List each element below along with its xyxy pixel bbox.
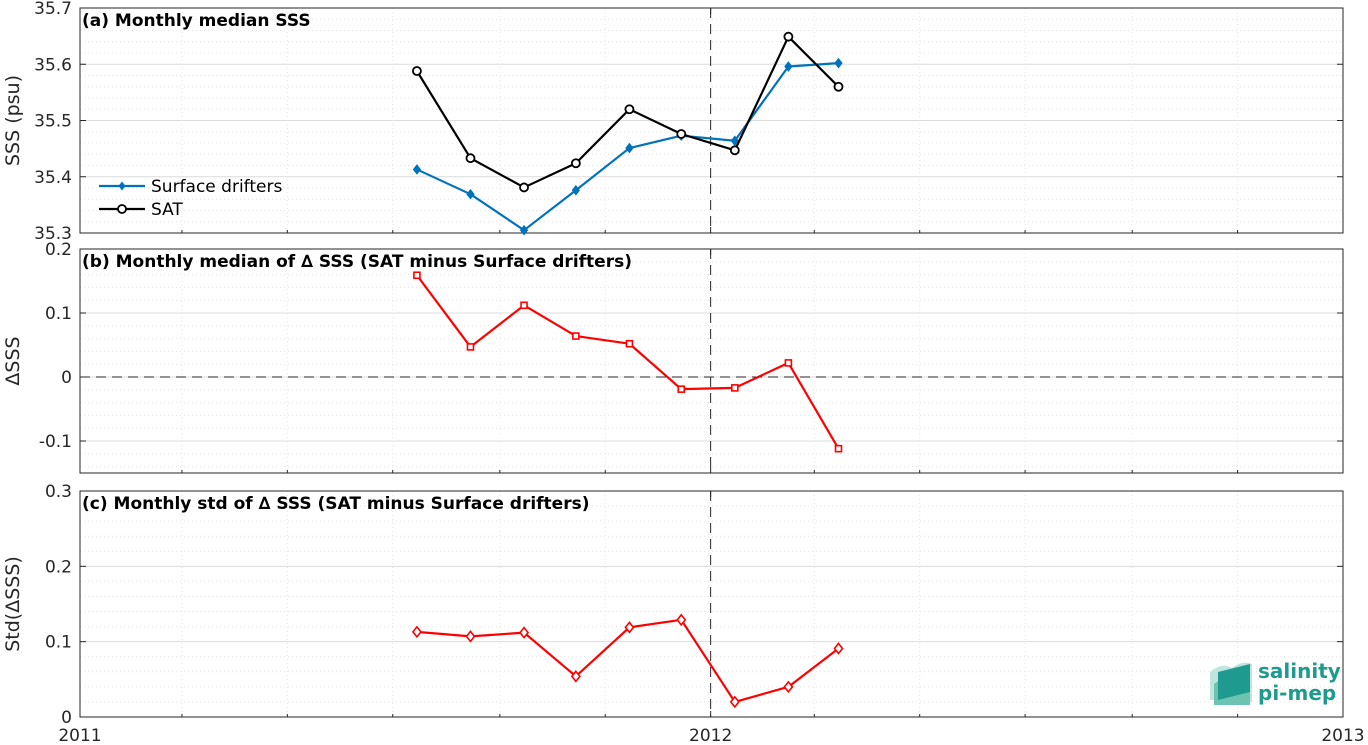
y-tick-label: 0.3: [45, 482, 72, 502]
data-point: [729, 145, 740, 156]
logo-line2: pi-mep: [1258, 681, 1336, 705]
grid: [80, 8, 1343, 233]
panel-title: (b) Monthly median of ∆ SSS (SAT minus S…: [82, 252, 632, 272]
y-axis-title: SSS (psu): [2, 75, 24, 166]
legend-marker: [118, 181, 126, 191]
y-tick-label: 35.5: [34, 112, 72, 132]
y-axis-title: Std(ΔSSS): [2, 556, 24, 652]
panel-c: 0 0.1 0.2 0.3 Std(ΔSSS) (c) Monthly std of ∆ …: [2, 482, 1344, 728]
legend: Surface drifters SAT: [99, 177, 282, 220]
legend-marker: [117, 204, 127, 214]
y-tick-label: 0.2: [45, 240, 72, 260]
data-point: [413, 271, 421, 280]
data-point: [731, 384, 739, 392]
data-point: [729, 695, 740, 709]
data-point: [833, 642, 844, 655]
data-point: [677, 385, 686, 393]
data-point: [624, 621, 635, 634]
y-tick-label: 0.2: [45, 557, 72, 577]
data-point: [466, 188, 475, 200]
data-point: [783, 31, 794, 42]
grid: [80, 491, 1343, 717]
data-point: [465, 153, 476, 164]
x-tick-label: 2013: [1321, 726, 1364, 745]
data-point: [519, 626, 530, 639]
y-tick-label: 35.3: [34, 224, 72, 244]
legend-label: Surface drifters: [151, 177, 282, 197]
logo-line1: salinity: [1258, 659, 1341, 683]
series-line: [416, 274, 840, 450]
data-point: [466, 343, 475, 351]
data-point: [625, 339, 634, 348]
data-point: [465, 630, 476, 643]
data-point: [519, 224, 529, 236]
data-point: [676, 129, 687, 139]
data-point: [784, 359, 793, 367]
y-axis-title: ΔSSS: [2, 336, 24, 385]
data-point: [676, 613, 687, 627]
legend-label: SAT: [151, 200, 183, 220]
y-tick-label: 0: [61, 368, 72, 388]
series-sat: [412, 31, 844, 193]
data-point: [571, 184, 581, 196]
data-point: [784, 61, 793, 72]
data-point: [412, 164, 422, 175]
data-point: [519, 182, 529, 193]
panel-b: -0.1 0 0.1 0.2 ΔSSS (b) Monthly median of ∆ S…: [2, 240, 1344, 474]
data-point: [834, 57, 843, 69]
data-point: [730, 135, 739, 147]
panel-title: (c) Monthly std of ∆ SSS (SAT minus Surf…: [82, 494, 589, 514]
data-point: [624, 104, 635, 115]
plot-frame: [79, 490, 1344, 718]
data-point: [833, 81, 844, 92]
panel-title: (a) Monthly median SSS: [82, 11, 311, 31]
data-point: [411, 625, 422, 639]
x-tick-label: 2012: [689, 726, 732, 745]
plot-frame: [79, 248, 1344, 474]
x-tick-label: 2011: [58, 726, 101, 745]
data-point: [572, 332, 580, 340]
series-surface-drifters: [412, 57, 843, 236]
data-point: [625, 142, 634, 154]
panel-a: 35.3 35.4 35.5 35.6 35.7 SSS (psu) (a) Monthly…: [2, 0, 1344, 244]
grid: [80, 249, 1343, 473]
logo-block: [1218, 664, 1250, 700]
y-tick-label: 35.6: [34, 55, 72, 75]
series-0: [411, 613, 844, 709]
y-tick-label: 35.4: [34, 168, 72, 188]
y-tick-label: 0.1: [45, 633, 72, 653]
y-tick-label: -0.1: [39, 432, 72, 452]
data-point: [570, 670, 581, 683]
y-tick-label: 35.7: [34, 0, 72, 19]
data-point: [783, 680, 794, 694]
series-0: [413, 271, 843, 453]
data-point: [412, 66, 422, 76]
y-tick-label: 0: [61, 708, 72, 728]
data-point: [570, 158, 581, 169]
series-line: [416, 618, 840, 704]
y-tick-label: 0.1: [45, 304, 72, 324]
data-point: [834, 444, 843, 453]
data-point: [520, 301, 528, 310]
